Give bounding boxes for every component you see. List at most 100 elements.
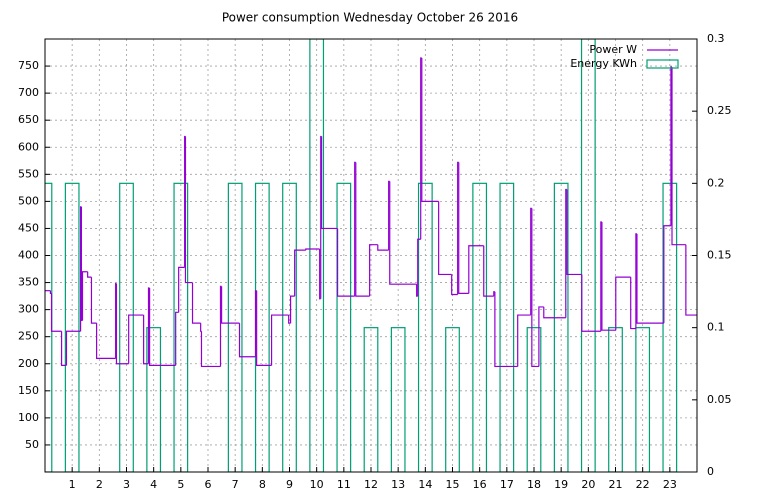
power-step	[128, 314, 144, 364]
y2-tick-label: 0.3	[707, 32, 725, 45]
x-tick-label: 18	[527, 478, 541, 491]
power-step	[65, 330, 81, 366]
power-step	[50, 293, 62, 332]
axes: 1 2 3 4 5 6 7 8 9 10 11 12 13 14 15 16 17 18 19 20 21 22 23501…	[18, 32, 732, 491]
power-step	[420, 57, 422, 240]
energy-box	[472, 182, 488, 472]
power-step	[685, 244, 697, 316]
power-step	[355, 162, 370, 297]
power-step	[416, 284, 418, 297]
x-tick-label: 17	[500, 478, 514, 491]
x-tick-label: 13	[391, 478, 405, 491]
x-tick-label: 15	[446, 478, 460, 491]
power-step	[143, 315, 149, 365]
power-step	[148, 287, 176, 366]
energy-box	[119, 182, 134, 472]
power-step	[238, 323, 256, 358]
power-step	[60, 331, 67, 366]
x-tick-label: 10	[310, 478, 324, 491]
y2-tick-label: 0	[707, 465, 714, 478]
power-step	[663, 225, 671, 324]
x-tick-label: 6	[205, 478, 212, 491]
power-step	[289, 295, 295, 324]
power-step	[565, 188, 567, 318]
power-step	[421, 57, 439, 202]
power-step	[671, 67, 686, 246]
power-step	[90, 277, 97, 324]
power-step	[543, 306, 566, 319]
energy-box	[64, 182, 80, 472]
grid	[45, 39, 697, 472]
x-tick-label: 5	[177, 478, 184, 491]
y-tick-label: 350	[18, 276, 39, 289]
y-tick-label: 450	[18, 221, 39, 234]
power-step	[377, 244, 389, 251]
x-tick-label: 14	[418, 478, 432, 491]
x-tick-label: 23	[663, 478, 677, 491]
power-step	[305, 248, 320, 251]
y-tick-label: 150	[18, 384, 39, 397]
x-tick-label: 21	[609, 478, 623, 491]
power-step	[219, 285, 222, 367]
y-tick-label: 50	[25, 438, 39, 451]
power-step	[601, 221, 616, 331]
legend-label: Power W	[589, 43, 637, 56]
legend-swatch	[646, 59, 679, 69]
power-step	[270, 314, 289, 366]
power-step	[320, 136, 338, 230]
x-tick-label: 20	[581, 478, 595, 491]
y2-tick-label: 0.25	[707, 104, 732, 117]
power-step	[566, 189, 582, 276]
energy-box	[499, 182, 515, 472]
y-tick-label: 300	[18, 303, 39, 316]
chart-title: Power consumption Wednesday October 26 2…	[222, 11, 518, 25]
x-tick-label: 1	[69, 478, 76, 491]
y-tick-label: 650	[18, 113, 39, 126]
power-step	[220, 286, 240, 324]
x-tick-label: 2	[96, 478, 103, 491]
x-tick-label: 7	[232, 478, 239, 491]
y2-tick-label: 0.2	[707, 176, 725, 189]
energy-box	[254, 182, 270, 472]
power-step	[581, 274, 601, 332]
power-step	[288, 315, 291, 324]
energy-box	[309, 39, 325, 472]
y-tick-label: 500	[18, 194, 39, 207]
power-step	[184, 136, 193, 284]
x-tick-label: 3	[123, 478, 130, 491]
power-step	[254, 290, 257, 357]
power-step	[81, 271, 88, 321]
power-step	[531, 208, 539, 368]
x-tick-label: 16	[473, 478, 487, 491]
y-tick-label: 100	[18, 411, 39, 424]
power-step	[417, 238, 421, 297]
y-tick-label: 200	[18, 357, 39, 370]
power-step	[517, 314, 531, 367]
power-step	[636, 233, 664, 324]
energy-box	[580, 39, 596, 472]
power-step	[336, 228, 355, 297]
power-step	[494, 291, 518, 368]
power-step	[200, 323, 202, 332]
energy-box	[336, 182, 352, 472]
power-step	[175, 311, 179, 366]
y-tick-label: 700	[18, 86, 39, 99]
power-step	[483, 245, 494, 297]
y2-tick-label: 0.1	[707, 321, 725, 334]
power-step	[96, 323, 116, 359]
power-step	[294, 249, 306, 297]
power-step	[538, 306, 544, 367]
y-tick-label: 250	[18, 330, 39, 343]
y2-tick-label: 0.15	[707, 249, 732, 262]
power-step	[178, 266, 185, 313]
power-step	[630, 277, 636, 330]
y-tick-label: 400	[18, 249, 39, 262]
energy-box	[662, 182, 678, 472]
power-step	[468, 245, 484, 294]
y-tick-label: 600	[18, 140, 39, 153]
x-tick-label: 19	[554, 478, 568, 491]
power-step	[200, 331, 221, 368]
power-step	[530, 207, 532, 316]
